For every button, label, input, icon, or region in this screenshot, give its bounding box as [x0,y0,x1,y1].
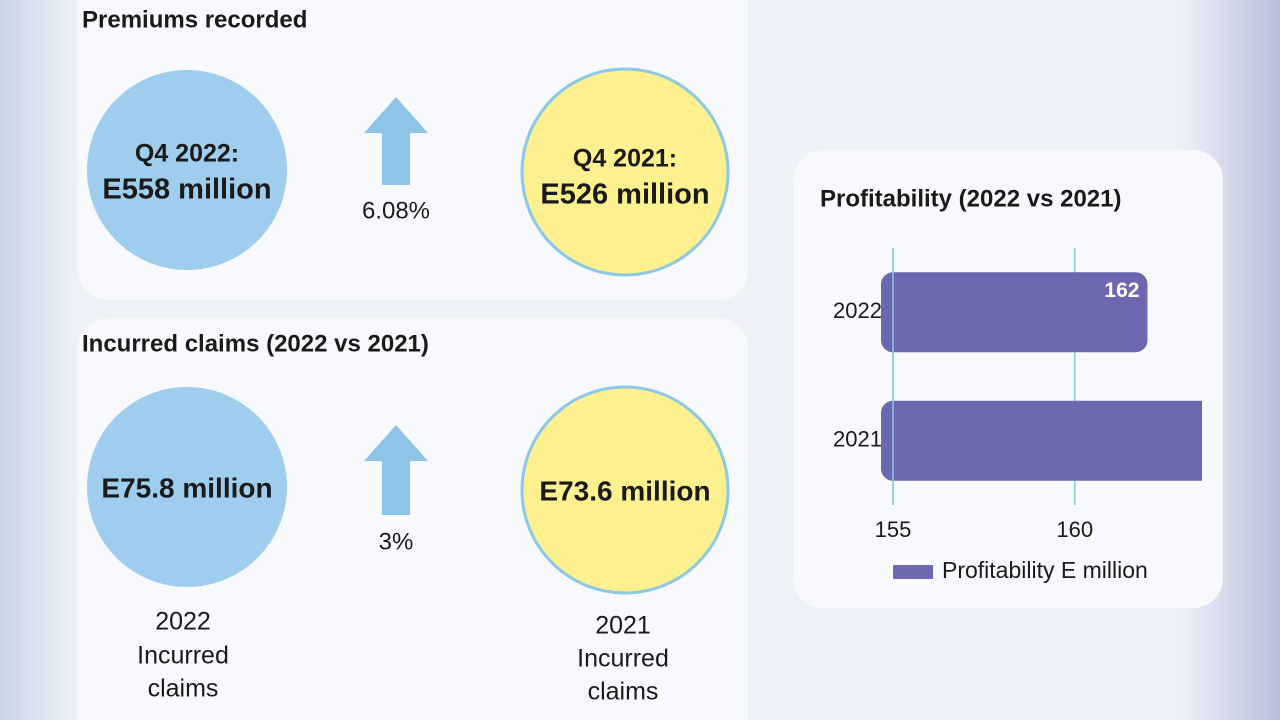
plot [881,272,1202,481]
y-tick-label: 2022 [833,298,882,323]
chart-title: Profitability (2022 vs 2021) [820,185,1121,212]
circle-value: E75.8 million [101,472,272,503]
circle-2021 [520,385,730,595]
legend-swatch [893,565,933,579]
circle-value: E526 million [540,179,709,211]
x-tick-label: 155 [875,517,912,542]
circle-value: E73.6 million [539,475,710,506]
data-label: 162 [1104,279,1139,302]
caption: 2022 [155,608,211,636]
legend-label: Profitability E million [942,557,1148,583]
caption: 2021 [595,612,651,640]
up-arrow [364,425,428,515]
caption: claims [148,675,219,703]
bar [881,400,1202,481]
x-tick-label: 160 [1056,517,1093,542]
bar [881,272,1148,353]
circle-value: E558 million [102,174,271,206]
caption: claims [588,678,659,706]
section-title: Incurred claims (2022 vs 2021) [82,330,429,357]
caption: Incurred [577,645,669,673]
circle-2022 [87,70,287,270]
circle-label: Q4 2021: [573,145,677,173]
up-arrow [364,97,428,185]
change-label: 3% [379,528,414,555]
section-title: Premiums recorded [82,6,307,33]
circle-2022 [87,387,287,587]
circle-label: Q4 2022: [135,140,239,168]
chart-panel [793,150,1223,608]
y-tick-label: 2021 [833,427,882,452]
caption: Incurred [137,642,229,670]
circle-2021 [520,67,730,277]
change-label: 6.08% [362,197,430,224]
